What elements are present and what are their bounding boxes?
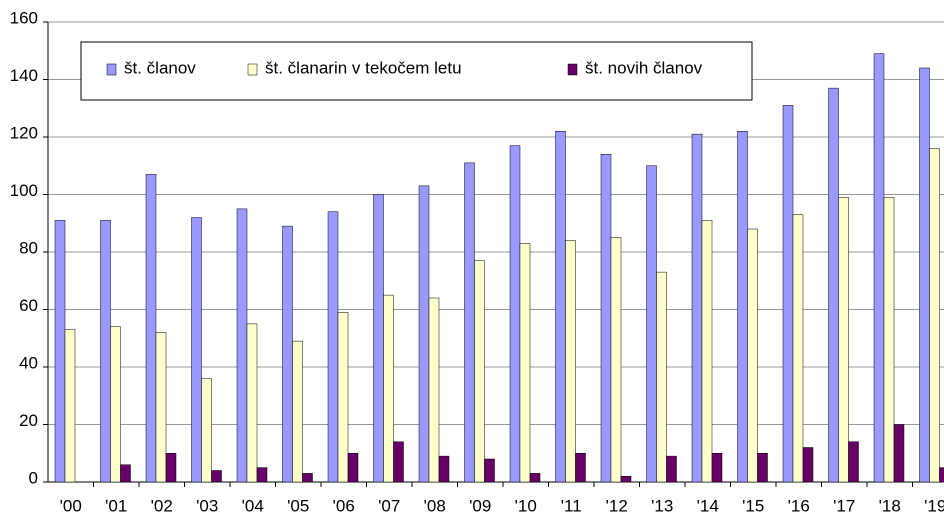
y-tick-label: 60 <box>19 296 38 315</box>
bar <box>428 297 440 483</box>
bar <box>646 165 657 483</box>
bar <box>828 87 839 483</box>
bar <box>464 162 475 483</box>
bar <box>575 453 586 483</box>
bar <box>600 154 612 483</box>
bar <box>919 67 930 483</box>
bar <box>620 476 632 483</box>
bar <box>737 131 748 483</box>
x-tick-label: '07 <box>378 496 400 515</box>
bar <box>438 455 450 483</box>
bar <box>64 329 76 483</box>
legend-swatch <box>567 63 578 76</box>
bar <box>327 211 339 483</box>
legend-box <box>80 41 753 101</box>
bar <box>165 453 177 483</box>
x-tick-label: '16 <box>788 496 810 515</box>
x-tick-label: '06 <box>333 496 355 515</box>
x-tick-label: '03 <box>196 496 218 515</box>
y-tick-label: 120 <box>10 123 38 142</box>
legend-label: št. članov <box>124 58 196 77</box>
bar <box>757 453 768 483</box>
bar <box>656 271 667 483</box>
bar <box>873 53 885 483</box>
bar <box>246 323 258 483</box>
bar <box>747 228 758 483</box>
x-tick-label: '04 <box>242 496 264 515</box>
bar <box>256 467 268 483</box>
bar <box>201 378 212 483</box>
bar <box>145 174 157 483</box>
bar <box>848 441 859 483</box>
bar <box>393 441 404 483</box>
bar <box>610 237 622 483</box>
legend-label: št. članarin v tekočem letu <box>265 58 462 77</box>
y-tick-label: 20 <box>19 411 38 430</box>
x-tick-label: '17 <box>833 496 855 515</box>
x-tick-label: '01 <box>105 496 127 515</box>
bar <box>191 217 202 483</box>
x-tick-label: '15 <box>742 496 764 515</box>
bar <box>100 220 111 483</box>
x-tick-label: '05 <box>287 496 309 515</box>
x-tick-label: '11 <box>561 496 582 515</box>
bar <box>701 220 713 483</box>
bar <box>883 197 895 483</box>
bar <box>337 312 349 483</box>
bar <box>292 340 303 483</box>
bar <box>383 294 394 483</box>
bar <box>519 243 531 483</box>
bar <box>529 473 541 483</box>
x-tick-label: '08 <box>424 496 446 515</box>
bar <box>211 470 222 483</box>
legend-label: št. novih članov <box>585 58 703 77</box>
bar <box>893 424 905 483</box>
y-tick-label: 100 <box>10 181 38 200</box>
x-tick-label: '10 <box>515 496 537 515</box>
bar <box>555 131 566 483</box>
x-tick-label: '12 <box>606 496 628 515</box>
y-tick-label: 140 <box>10 66 38 85</box>
bar <box>792 214 804 483</box>
bar <box>484 458 495 483</box>
bar <box>110 326 121 483</box>
y-tick-label: 160 <box>10 8 38 27</box>
bar <box>782 105 794 483</box>
x-tick-label: '02 <box>151 496 173 515</box>
bar <box>474 260 485 483</box>
y-tick-label: 80 <box>19 238 38 257</box>
bar <box>302 473 313 483</box>
bar <box>691 133 703 483</box>
bar <box>54 220 66 483</box>
bar <box>565 240 576 483</box>
bar <box>802 447 814 483</box>
x-tick-label: '14 <box>697 496 719 515</box>
bar <box>155 332 167 483</box>
bar <box>666 455 677 483</box>
x-tick-label: '19 <box>924 496 944 515</box>
x-tick-label: '13 <box>651 496 673 515</box>
bar <box>509 145 521 483</box>
bar <box>282 225 293 483</box>
x-tick-label: '18 <box>879 496 901 515</box>
x-tick-label: '00 <box>60 496 82 515</box>
bar <box>939 467 944 483</box>
bar <box>418 185 430 483</box>
bar <box>236 208 248 483</box>
y-tick-label: 40 <box>19 353 38 372</box>
bar <box>373 194 384 483</box>
bar <box>120 464 131 483</box>
legend-swatch <box>247 63 258 76</box>
bar <box>838 197 849 483</box>
legend-swatch <box>106 63 117 76</box>
bar <box>711 453 723 483</box>
y-tick-label: 0 <box>29 468 38 487</box>
bar <box>347 453 359 483</box>
bar <box>929 148 940 483</box>
x-tick-label: '09 <box>469 496 491 515</box>
